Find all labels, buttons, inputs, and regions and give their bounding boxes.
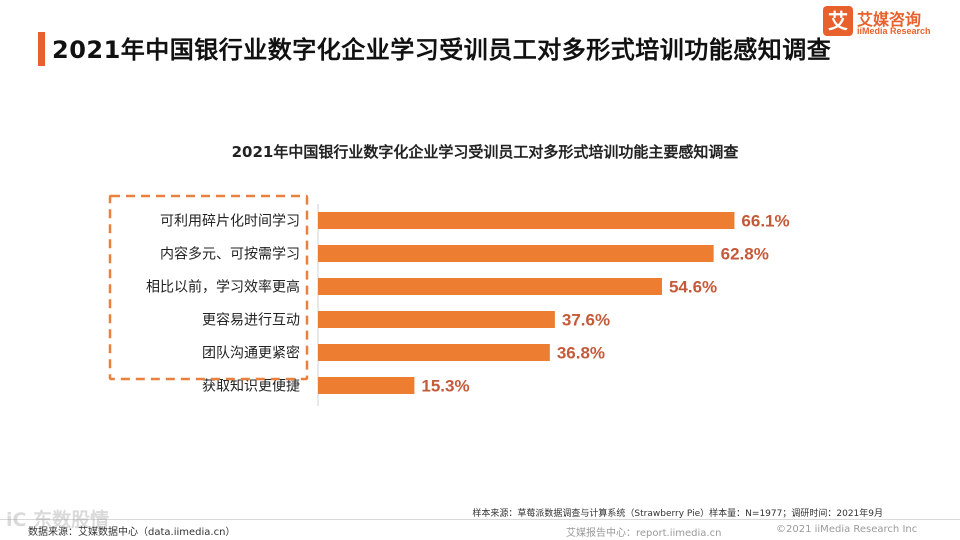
logo-mark: 艾 [823,6,853,36]
value-label: 37.6% [562,311,610,330]
bar [318,311,555,328]
bar [318,212,735,229]
bar [318,245,714,262]
category-label: 更容易进行互动 [202,312,300,329]
highlight-box [108,194,309,381]
category-label: 可利用碎片化时间学习 [160,214,300,230]
category-label: 获取知识更便捷 [202,378,300,395]
footer-divider [0,519,960,520]
page-title: 2021年中国银行业数字化企业学习受训员工对多形式培训功能感知调查 [52,36,832,64]
value-label: 15.3% [421,377,469,396]
logo-name: 艾媒咨询 [857,10,922,29]
value-label: 54.6% [669,278,717,297]
value-label: 36.8% [557,344,605,363]
value-label: 66.1% [741,212,789,231]
value-label: 62.8% [721,245,769,264]
logo-subtitle: iiMedia Research [857,26,931,36]
bar [318,377,415,394]
watermark: iC 东数股情 [6,509,110,531]
copyright: ©2021 iiMedia Research Inc [776,524,918,535]
chart-title: 2021年中国银行业数字化企业学习受训员工对多形式培训功能主要感知调查 [231,143,739,161]
bar [318,278,662,295]
category-label: 团队沟通更紧密 [202,345,300,362]
bar [318,344,550,361]
sample-note: 样本来源：草莓派数据调查与计算系统（Strawberry Pie）样本量：N=1… [472,509,883,519]
data-source: 数据来源：艾媒数据中心（data.iimedia.cn） [28,527,236,538]
logo: 艾 艾媒咨询 iiMedia Research [823,6,953,40]
title-accent-bar [38,32,45,66]
category-label: 相比以前，学习效率更高 [146,279,300,296]
report-center: 艾媒报告中心：report.iimedia.cn [566,528,722,539]
category-label: 内容多元、可按需学习 [160,246,300,263]
